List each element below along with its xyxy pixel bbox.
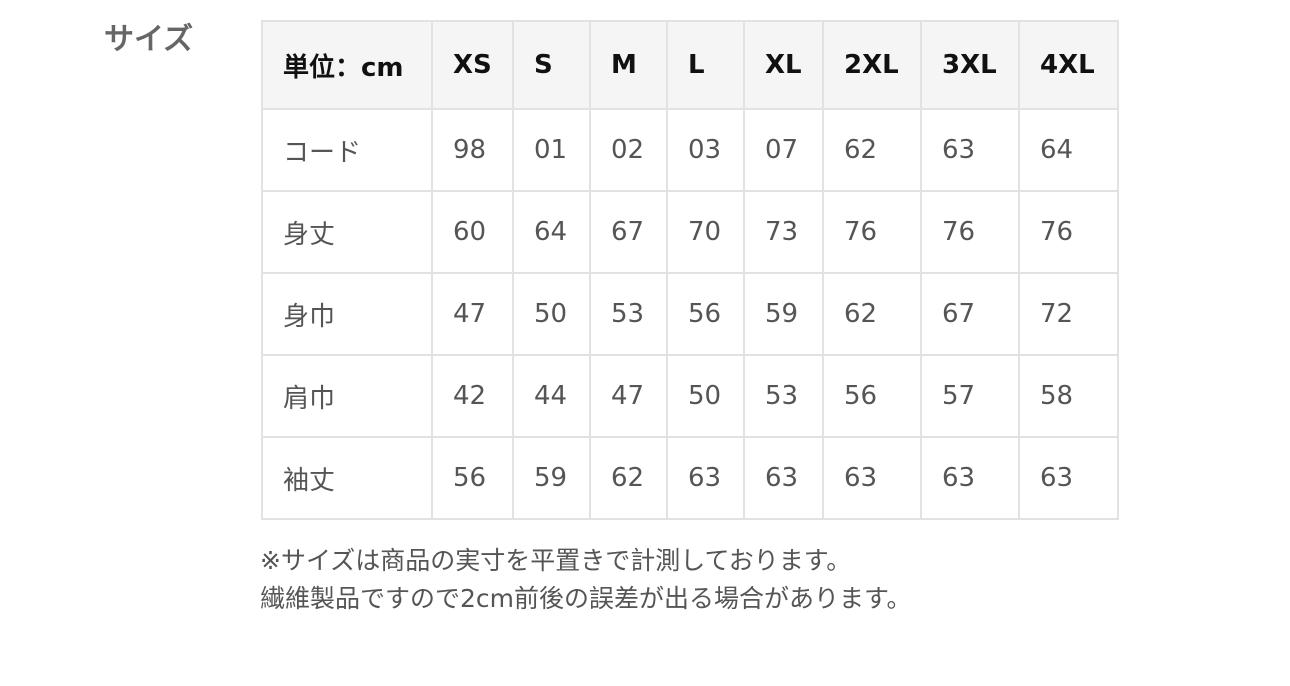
table-cell: 76 — [822, 190, 922, 274]
column-header: XS — [431, 20, 514, 110]
table-cell: 50 — [512, 272, 591, 356]
size-note: ※サイズは商品の実寸を平置きで計測しております。 繊維製品ですので2cm前後の誤… — [260, 542, 912, 618]
table-cell: 63 — [920, 108, 1020, 192]
column-header: 4XL — [1018, 20, 1119, 110]
column-header: L — [666, 20, 745, 110]
row-label: コード — [261, 108, 433, 192]
row-label: 肩巾 — [261, 354, 433, 438]
table-cell: 62 — [589, 436, 668, 520]
table-cell: 63 — [666, 436, 745, 520]
column-header: S — [512, 20, 591, 110]
table-cell: 42 — [431, 354, 514, 438]
table-cell: 01 — [512, 108, 591, 192]
note-line: ※サイズは商品の実寸を平置きで計測しております。 — [260, 546, 852, 575]
table-row: 肩巾 42 44 47 50 53 56 57 58 — [261, 354, 1119, 438]
table-cell: 56 — [431, 436, 514, 520]
table-cell: 02 — [589, 108, 668, 192]
table-cell: 58 — [1018, 354, 1119, 438]
table-cell: 07 — [743, 108, 824, 192]
column-header: 単位：cm — [261, 20, 433, 110]
table-cell: 64 — [1018, 108, 1119, 192]
table-cell: 03 — [666, 108, 745, 192]
column-header: M — [589, 20, 668, 110]
column-header: XL — [743, 20, 824, 110]
table-cell: 72 — [1018, 272, 1119, 356]
table-cell: 44 — [512, 354, 591, 438]
table-cell: 63 — [822, 436, 922, 520]
table-cell: 67 — [589, 190, 668, 274]
table-cell: 76 — [920, 190, 1020, 274]
table-cell: 47 — [431, 272, 514, 356]
row-label: 身巾 — [261, 272, 433, 356]
table-cell: 59 — [512, 436, 591, 520]
table-cell: 63 — [1018, 436, 1119, 520]
table-row: 袖丈 56 59 62 63 63 63 63 63 — [261, 436, 1119, 520]
table-cell: 63 — [743, 436, 824, 520]
section-title: サイズ — [104, 22, 194, 57]
table-cell: 98 — [431, 108, 514, 192]
row-label: 身丈 — [261, 190, 433, 274]
table-cell: 73 — [743, 190, 824, 274]
table-cell: 60 — [431, 190, 514, 274]
table-row: 身巾 47 50 53 56 59 62 67 72 — [261, 272, 1119, 356]
note-line: 繊維製品ですので2cm前後の誤差が出る場合があります。 — [260, 584, 912, 613]
table-cell: 56 — [666, 272, 745, 356]
table-cell: 53 — [743, 354, 824, 438]
header-row: 単位：cm XS S M L XL 2XL 3XL 4XL — [261, 20, 1119, 110]
table-cell: 53 — [589, 272, 668, 356]
table-cell: 63 — [920, 436, 1020, 520]
table-cell: 50 — [666, 354, 745, 438]
column-header: 2XL — [822, 20, 922, 110]
table-row: 身丈 60 64 67 70 73 76 76 76 — [261, 190, 1119, 274]
table-row: コード 98 01 02 03 07 62 63 64 — [261, 108, 1119, 192]
table-cell: 76 — [1018, 190, 1119, 274]
table-cell: 67 — [920, 272, 1020, 356]
table-cell: 57 — [920, 354, 1020, 438]
column-header: 3XL — [920, 20, 1020, 110]
table-cell: 59 — [743, 272, 824, 356]
table-cell: 56 — [822, 354, 922, 438]
row-label: 袖丈 — [261, 436, 433, 520]
table-cell: 64 — [512, 190, 591, 274]
table-cell: 47 — [589, 354, 668, 438]
table-cell: 62 — [822, 108, 922, 192]
table-cell: 70 — [666, 190, 745, 274]
size-table: 単位：cm XS S M L XL 2XL 3XL 4XL コード 98 01 02 03 07 62 63 6… — [261, 20, 1119, 520]
table-cell: 62 — [822, 272, 922, 356]
